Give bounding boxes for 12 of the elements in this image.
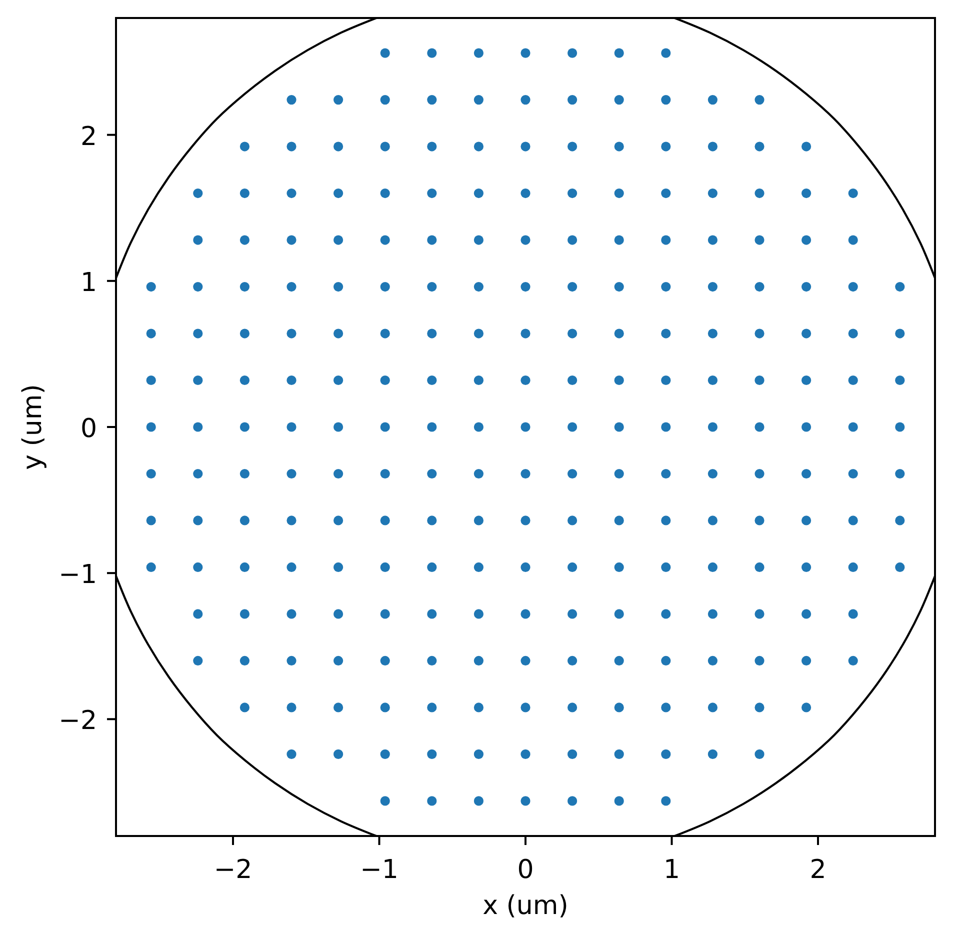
- y-axis-title: y (um): [18, 384, 48, 470]
- y-tick-label: −1: [58, 560, 97, 590]
- y-tick-label: −2: [58, 706, 97, 736]
- x-tick-label: 1: [663, 855, 680, 885]
- y-tick-label: 2: [80, 122, 97, 152]
- y-tick-label: 1: [80, 268, 97, 298]
- y-tick-label: 0: [80, 414, 97, 444]
- x-tick-label: −1: [360, 855, 398, 885]
- x-tick-label: 0: [517, 855, 534, 885]
- x-axis-title: x (um): [482, 891, 568, 921]
- x-tick-label: −2: [214, 855, 252, 885]
- x-tick-label: 2: [810, 855, 826, 885]
